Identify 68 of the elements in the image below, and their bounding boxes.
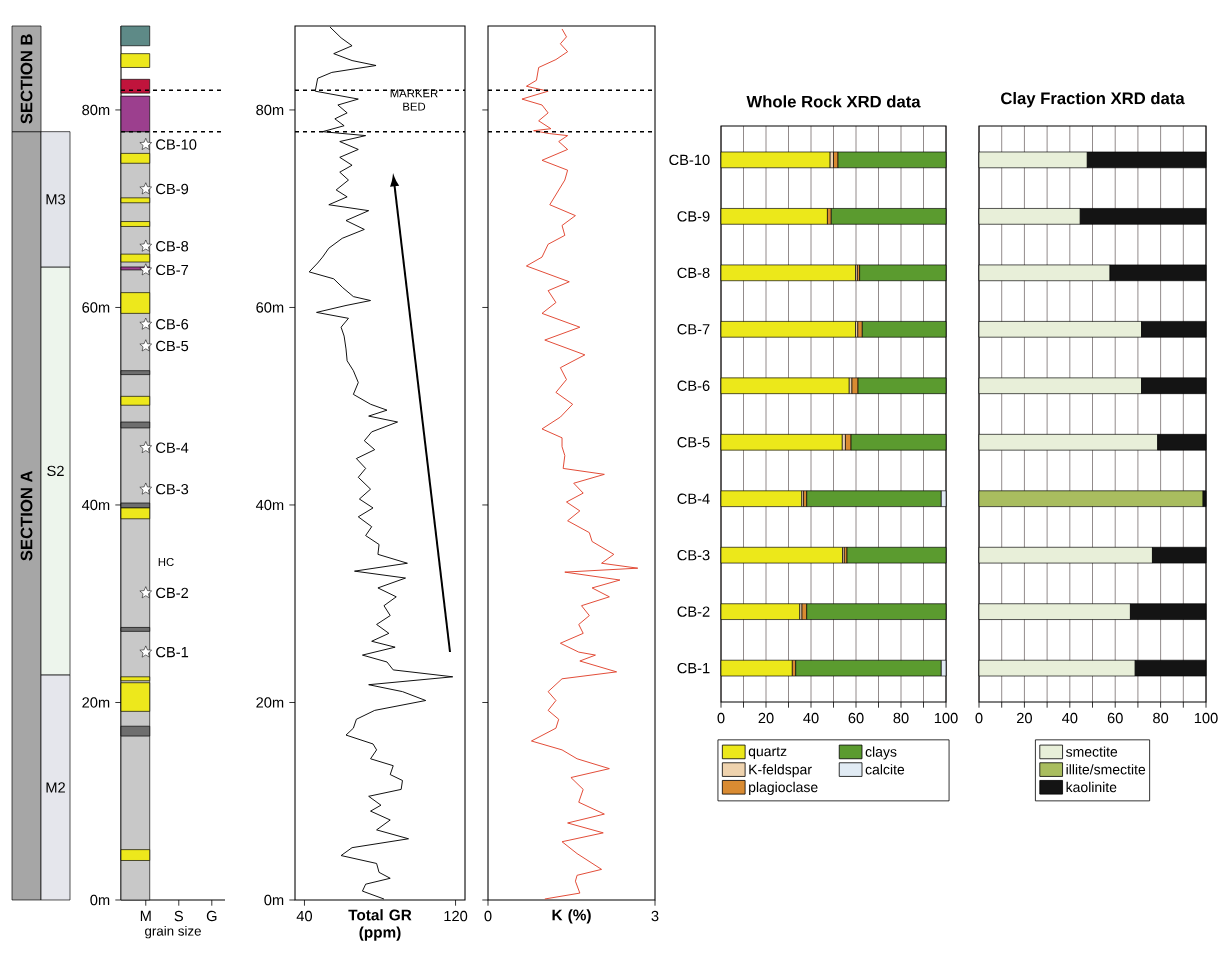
- y-tick-label: 0m: [90, 894, 110, 906]
- y-tick-label: 40m: [81, 499, 110, 511]
- y-tick-label: CB-2: [677, 606, 710, 617]
- legend-label: calcite: [865, 764, 905, 775]
- series-label: S2: [47, 465, 64, 477]
- y-tick-label: CB-9: [677, 211, 710, 222]
- chart-title: Clay Fraction XRD data: [1001, 91, 1185, 108]
- series-label: M3: [46, 194, 66, 205]
- x-tick-label: 40: [296, 910, 313, 922]
- annotation: CB-4: [156, 442, 189, 453]
- x-tick-label: 20: [1016, 712, 1032, 724]
- annotation: CB-5: [156, 340, 189, 352]
- x-tick-label: 80: [1153, 712, 1169, 724]
- x-tick-label: 120: [444, 910, 468, 922]
- y-tick-label: CB-4: [677, 493, 710, 504]
- legend-label: quartz: [748, 747, 787, 760]
- annotation: CB-7: [156, 264, 189, 276]
- x-tick-label: 40: [1061, 712, 1078, 724]
- legend-label: K-feldspar: [749, 764, 812, 778]
- y-tick-label: CB-7: [677, 324, 710, 335]
- x-tick-label: 40: [803, 712, 819, 724]
- x-axis-title: grain size: [145, 925, 201, 939]
- legend-label: kaolinite: [1066, 781, 1117, 793]
- legend-label: illite/smectite: [1066, 764, 1146, 775]
- legend-label: smectite: [1066, 746, 1118, 757]
- chart-title: Whole Rock XRD data: [746, 95, 921, 108]
- x-tick-label: 80: [893, 712, 909, 724]
- y-tick-label: CB-10: [669, 154, 710, 166]
- series-label: M2: [46, 782, 65, 793]
- y-tick-label: CB-6: [677, 380, 710, 391]
- x-tick-label: 0: [717, 712, 725, 724]
- x-tick-label: 60: [1107, 712, 1123, 724]
- annotation: CB-8: [156, 241, 189, 252]
- legend-label: plagioclase: [749, 781, 818, 795]
- y-tick-label: 0m: [264, 894, 284, 906]
- y-tick-label: 60m: [82, 302, 110, 313]
- annotation: CB-3: [156, 483, 189, 495]
- annotation: CB-10: [156, 139, 197, 150]
- y-tick-label: 40m: [255, 499, 284, 511]
- y-tick-label: CB-8: [677, 267, 710, 279]
- annotation: CB-2: [156, 587, 189, 599]
- y-tick-label: CB-1: [677, 662, 710, 674]
- series-label: SECTION A: [20, 470, 33, 561]
- annotation: CB-9: [156, 183, 189, 195]
- y-tick-label: 20m: [256, 697, 284, 708]
- x-tick-label: 3: [651, 910, 659, 922]
- y-tick-label: 80m: [256, 104, 284, 116]
- x-axis-title: Total GR (ppm): [348, 909, 412, 941]
- annotation: CB-1: [156, 646, 189, 658]
- x-axis-title: K (%): [552, 909, 591, 924]
- x-tick-label: M: [140, 910, 151, 921]
- annotation: CB-6: [156, 319, 189, 330]
- x-tick-label: 0: [484, 910, 492, 922]
- annotation: HC: [158, 557, 174, 566]
- y-tick-label: 60m: [256, 302, 284, 313]
- x-tick-label: G: [206, 910, 217, 922]
- x-tick-label: 0: [975, 712, 983, 724]
- y-tick-label: 20m: [82, 697, 110, 708]
- y-tick-label: CB-3: [677, 550, 710, 561]
- series-label: SECTION B: [20, 34, 33, 124]
- x-tick-label: 100: [934, 712, 958, 724]
- legend-label: clays: [865, 746, 897, 760]
- y-tick-label: 80m: [82, 104, 110, 116]
- x-tick-label: S: [174, 910, 183, 922]
- y-tick-label: CB-5: [677, 437, 710, 448]
- x-tick-label: 60: [848, 712, 864, 724]
- x-tick-label: 100: [1194, 712, 1218, 724]
- x-tick-label: 20: [758, 712, 774, 724]
